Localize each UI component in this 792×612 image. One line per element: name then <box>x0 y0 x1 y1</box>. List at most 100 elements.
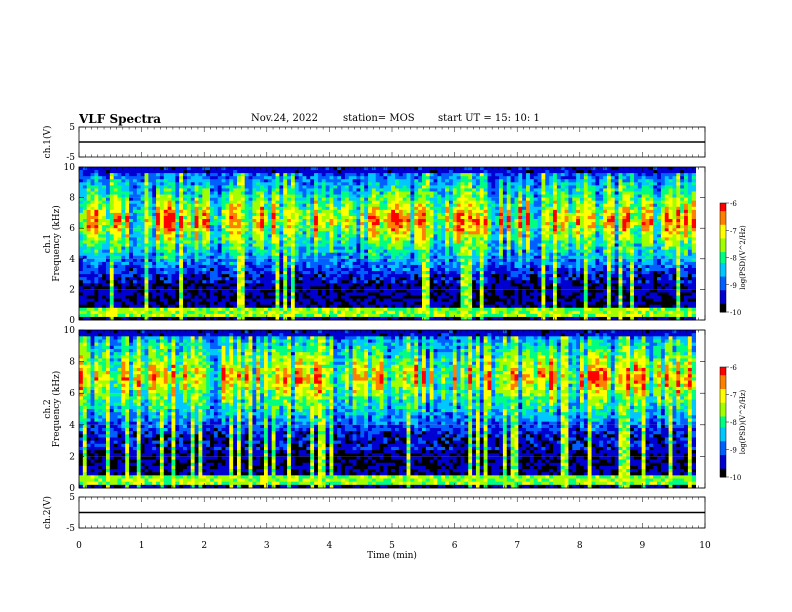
spectrogram-cell <box>283 243 288 247</box>
spectrogram-cell <box>414 167 419 171</box>
spectrogram-cell <box>360 271 365 275</box>
spectrogram-cell <box>90 295 95 299</box>
spectrogram-cell <box>348 277 354 281</box>
spectrogram-cell <box>144 191 149 195</box>
spectrogram-cell <box>333 313 338 318</box>
spectrogram-cell <box>225 246 230 251</box>
spectrogram-cell <box>210 283 215 287</box>
spectrogram-cell <box>391 267 396 272</box>
spectrogram-cell <box>244 274 249 278</box>
spectrogram-cell <box>356 307 361 312</box>
spectrogram-cell <box>341 271 346 275</box>
spectrogram-cell <box>333 307 338 312</box>
spectrogram-cell <box>383 261 388 266</box>
spectrogram-cell <box>194 264 199 269</box>
spectrogram-cell <box>225 219 230 223</box>
spectrogram-cell <box>306 188 311 192</box>
spectrogram-cell <box>129 264 134 269</box>
spectrogram-cell <box>437 283 442 287</box>
spectrogram-cell <box>252 167 257 171</box>
spectrogram-cell <box>310 231 315 235</box>
spectrogram-cell <box>102 185 107 189</box>
spectrogram-cell <box>263 234 269 238</box>
spectrogram-cell <box>244 173 249 177</box>
spectrogram-cell <box>240 209 246 214</box>
spectrogram-cell <box>125 176 130 180</box>
spectrogram-cell <box>383 222 388 226</box>
spectrogram-cell <box>82 234 88 238</box>
spectrogram-cell <box>437 261 442 266</box>
spectrogram-cell <box>140 298 145 303</box>
spectrogram-cell <box>152 271 157 275</box>
spectrogram-cell <box>290 246 296 251</box>
spectrogram-cell <box>437 191 442 195</box>
spectrogram-cell <box>140 283 145 287</box>
spectrogram-cell <box>175 203 180 208</box>
spectrogram-cell <box>391 231 396 235</box>
spectrogram-cell <box>383 249 388 254</box>
spectrogram-cell <box>148 225 153 229</box>
spectrogram-cell <box>348 313 354 318</box>
spectrogram-cell <box>263 237 269 241</box>
spectrogram-cell <box>391 215 396 220</box>
spectrogram-cell <box>398 219 404 223</box>
spectrogram-cell <box>391 200 396 205</box>
spectrogram-cell <box>213 191 219 195</box>
spectrogram-cell <box>152 219 157 223</box>
spectrogram-cell <box>352 252 357 257</box>
spectrogram-cell <box>352 215 357 220</box>
spectrogram-cell <box>171 301 176 306</box>
spectrogram-cell <box>306 267 311 272</box>
spectrogram-cell <box>179 179 184 183</box>
spectrogram-cell <box>86 283 91 287</box>
spectrogram-cell <box>267 271 273 275</box>
spectrogram-cell <box>414 249 419 254</box>
spectrogram-cell <box>364 237 369 241</box>
spectrogram-cell <box>348 240 354 244</box>
spectrogram-cell <box>290 215 296 220</box>
spectrogram-cell <box>418 304 423 309</box>
spectrogram-cell <box>144 292 149 296</box>
spectrogram-cell <box>406 191 411 195</box>
spectrogram-cell <box>190 222 196 226</box>
spectrogram-cell <box>90 206 95 211</box>
spectrogram-cell <box>198 307 203 312</box>
spectrogram-cell <box>337 191 342 195</box>
spectrogram-cell <box>79 298 84 303</box>
spectrogram-cell <box>341 191 346 195</box>
spectrogram-cell <box>267 267 273 272</box>
spectrogram-cell <box>333 280 338 284</box>
spectrogram-cell <box>418 271 423 275</box>
spectrogram-cell <box>167 185 172 189</box>
spectrogram-cell <box>368 234 373 238</box>
spectrogram-cell <box>445 200 450 205</box>
spectrogram-cell <box>314 176 319 180</box>
spectrogram-cell <box>206 222 211 226</box>
spectrogram-cell <box>98 298 103 303</box>
spectrogram-cell <box>175 264 180 269</box>
spectrogram-cell <box>410 274 415 278</box>
spectrogram-cell <box>371 240 377 244</box>
spectrogram-cell <box>144 316 149 321</box>
spectrogram-cell <box>237 188 242 192</box>
spectrogram-cell <box>186 191 192 195</box>
spectrogram-cell <box>221 307 226 312</box>
spectrogram-cell <box>179 261 184 266</box>
spectrogram-cell <box>298 307 303 312</box>
spectrogram-cell <box>306 261 311 266</box>
spectrogram-cell <box>129 261 134 266</box>
spectrogram-cell <box>125 252 130 257</box>
spectrogram-cell <box>144 307 149 312</box>
spectrogram-cell <box>260 304 265 309</box>
spectrogram-cell <box>198 215 203 220</box>
spectrogram-cell <box>317 191 323 195</box>
spectrogram-cell <box>198 179 203 183</box>
spectrogram-cell <box>90 249 95 254</box>
spectrogram-cell <box>159 289 165 293</box>
spectrogram-cell <box>371 219 377 223</box>
spectrogram-cell <box>175 267 180 272</box>
spectrogram-cell <box>433 267 438 272</box>
spectrogram-cell <box>352 212 357 217</box>
spectrogram-cell <box>86 243 91 247</box>
spectrogram-cell <box>287 206 292 211</box>
